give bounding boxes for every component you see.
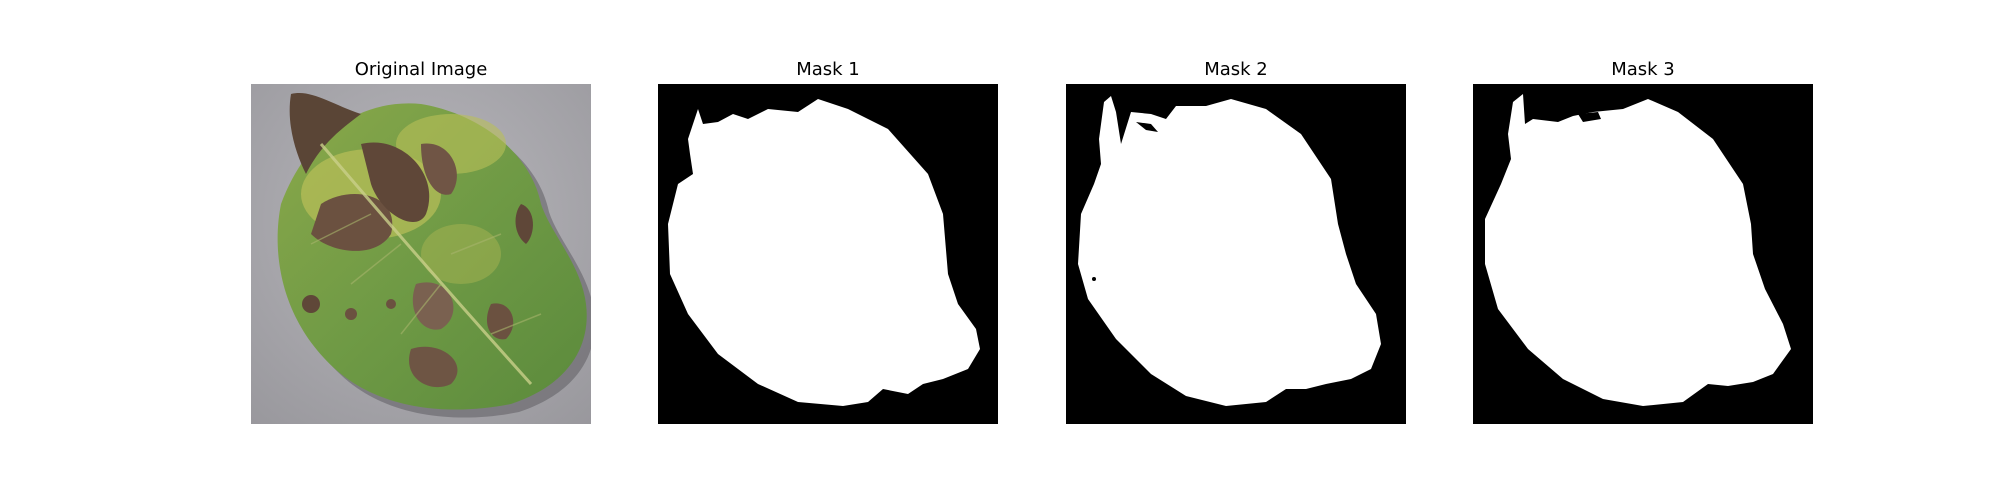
panel-title: Original Image [354,59,488,80]
mask-3-image [1473,84,1813,424]
panel-title: Mask 2 [1204,59,1268,80]
original-leaf-image [251,84,591,424]
panel-mask-1: Mask 1 [658,56,998,424]
panel-mask-2: Mask 2 [1066,56,1406,424]
panel-original-image: Original Image [251,56,591,424]
mask-2-image [1066,84,1406,424]
panel-mask-3: Mask 3 [1473,56,1813,424]
mask-1-image [658,84,998,424]
panel-title: Mask 3 [1611,59,1675,80]
panel-title: Mask 1 [796,59,860,80]
